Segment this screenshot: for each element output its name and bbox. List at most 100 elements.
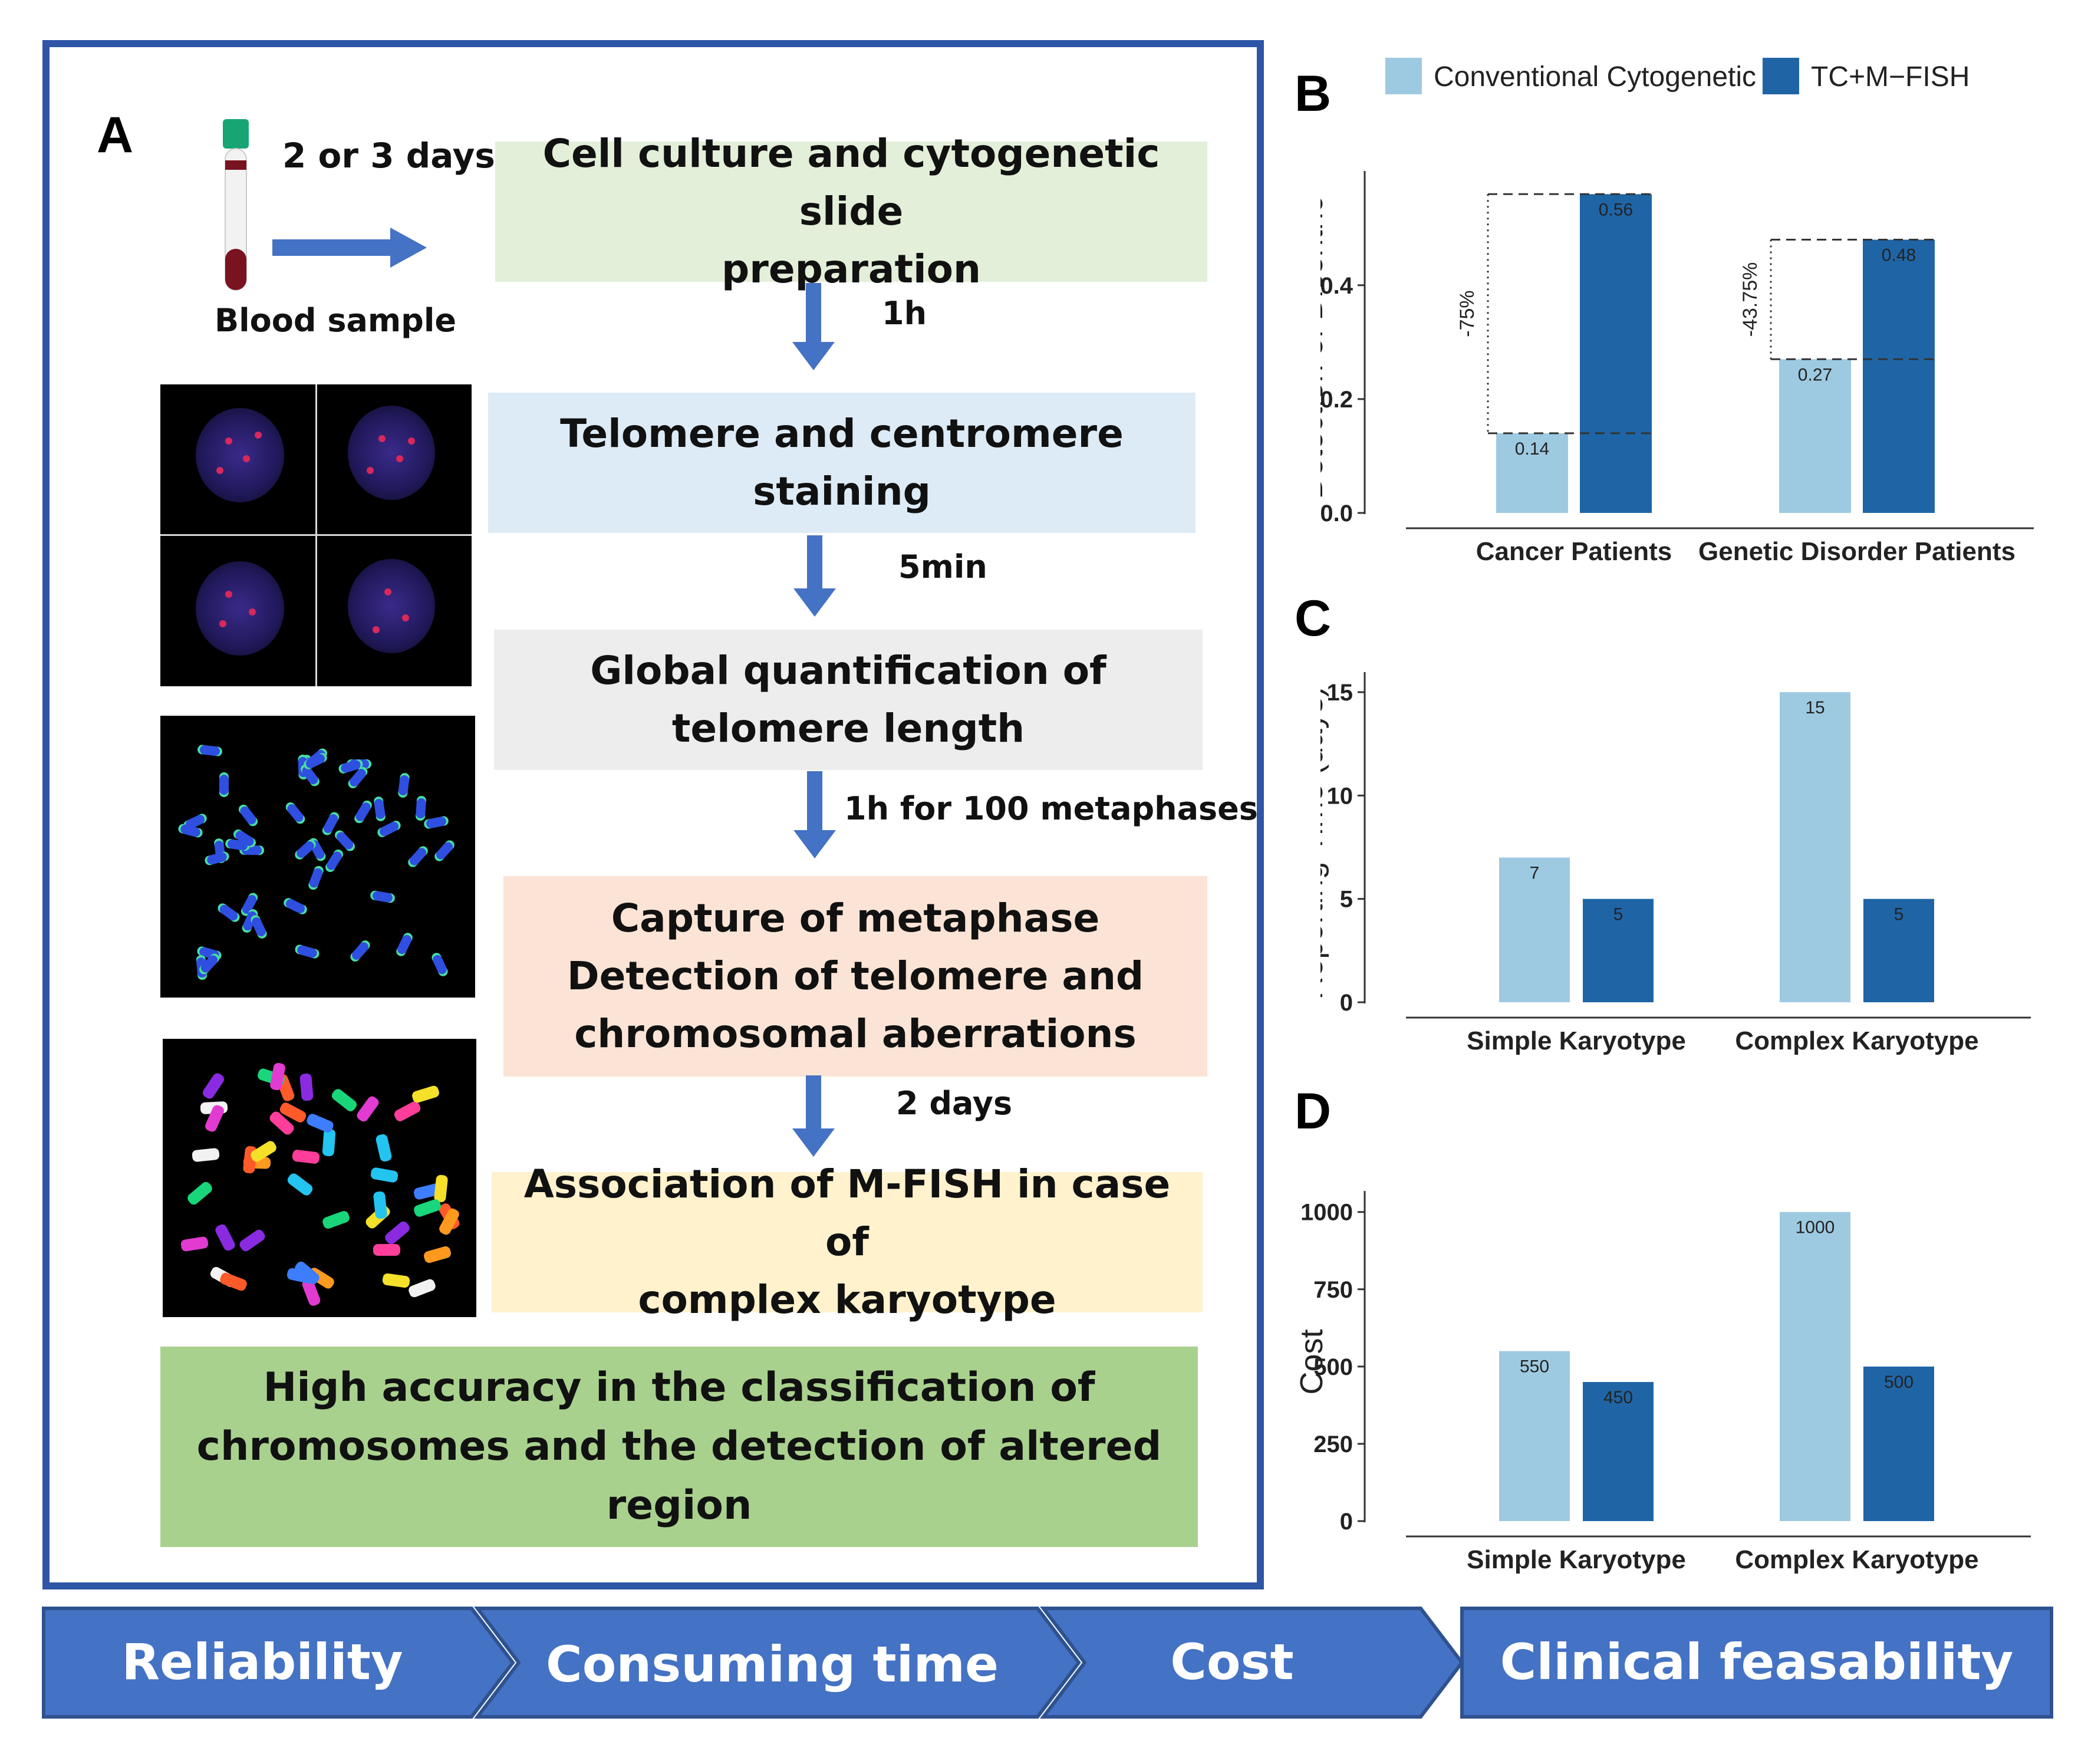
bar-tc-mfish [1583, 899, 1654, 1002]
chromosome [292, 1149, 321, 1164]
down-arrow-icon [793, 535, 836, 617]
y-tick-label: 15 [1327, 680, 1353, 706]
panel-a-frame: A 2 or 3 days Blood sample Cell culture … [42, 40, 1264, 1589]
chromosome [294, 943, 321, 960]
bottom-arrows: Reliability Consuming time Cost Clinical… [42, 1607, 2053, 1719]
chromosome [397, 772, 410, 799]
bar-value-label: 15 [1805, 698, 1824, 718]
chromosome [394, 931, 414, 958]
bar-conventional [1780, 1212, 1850, 1521]
mfish-image [163, 1039, 476, 1317]
label-clinical-feasability: Clinical feasability [1500, 1633, 2014, 1691]
chromosome [415, 795, 427, 821]
chromosome [411, 1084, 441, 1104]
bar-value-label: 0.27 [1798, 365, 1832, 384]
step-line: staining [753, 469, 931, 514]
chromosome [201, 1071, 226, 1101]
chromosome [185, 1180, 214, 1207]
transfer-time-label: 2 or 3 days [282, 136, 495, 176]
step-line: Telomere and centromere [560, 411, 1124, 456]
chromosome [433, 1174, 449, 1203]
step-line: Capture of metaphase [611, 896, 1100, 941]
step-quantification: Global quantification of telomere length [494, 630, 1203, 770]
chromosome [219, 1271, 249, 1292]
chromosome [406, 844, 430, 870]
panel-a-letter: A [97, 107, 134, 163]
arrow-consuming-time [473, 1607, 1081, 1719]
y-tick-label: 0.2 [1320, 387, 1353, 413]
bar-value-label: 1000 [1796, 1218, 1835, 1238]
chromosome [299, 1073, 314, 1102]
x-tick-label: Genetic Disorder Patients [1698, 537, 2015, 566]
step-line: Cell culture and cytogenetic slide [542, 131, 1160, 234]
conclusion-box: High accuracy in the classification of ch… [160, 1347, 1198, 1547]
legend-swatch-conventional [1385, 58, 1422, 94]
label-consuming-time: Consuming time [546, 1635, 999, 1693]
y-axis-title: Cost [1294, 1329, 1329, 1394]
chromosome [282, 896, 309, 916]
bar-value-label: 450 [1603, 1388, 1633, 1407]
chromosome [330, 1087, 358, 1114]
bar-value-label: 0.56 [1599, 200, 1633, 219]
chromosome [348, 938, 372, 963]
y-tick-label: 0 [1340, 1509, 1353, 1535]
bar-tc-mfish [1863, 899, 1934, 1002]
legend-label-conventional: Conventional Cytogenetic [1434, 61, 1756, 93]
step-line: Association of M-FISH in case of [523, 1161, 1171, 1265]
chromosome [203, 851, 230, 867]
y-tick-label: 0.4 [1320, 273, 1353, 299]
bar-value-label: 550 [1520, 1357, 1549, 1377]
reduction-annotation: -43.75% [1739, 262, 1761, 337]
legend: Conventional Cytogenetic TC+M−FISH [1385, 58, 1970, 94]
legend-swatch-tc-mfish [1763, 58, 1799, 94]
reduction-annotation: -75% [1456, 290, 1478, 337]
chromosome [423, 815, 450, 830]
interphase-nuclei-image [160, 384, 472, 686]
bar-value-label: 0.48 [1882, 246, 1916, 265]
chromosome [307, 864, 325, 891]
metaphase-image [160, 716, 475, 998]
bar-value-label: 5 [1613, 905, 1623, 924]
chromosome [323, 847, 345, 874]
chromosome [237, 802, 260, 828]
bar-value-label: 500 [1884, 1373, 1914, 1392]
y-axis-title: Detection of Dicentric [1320, 196, 1329, 499]
y-tick-label: 500 [1313, 1354, 1353, 1380]
duration-label: 5min [898, 548, 987, 585]
legend-label-tc-mfish: TC+M−FISH [1811, 61, 1970, 93]
y-tick-label: 1000 [1300, 1200, 1353, 1226]
down-arrow-icon [792, 1075, 835, 1157]
panel-b-letter: B [1295, 65, 1332, 122]
conclusion-line: High accuracy in the classification of [263, 1364, 1095, 1411]
bar-tc-mfish [1863, 239, 1935, 513]
step-line: Detection of telomere and [567, 953, 1144, 999]
step-line: chromosomal aberrations [574, 1011, 1137, 1057]
y-tick-label: 10 [1327, 783, 1353, 809]
duration-label: 2 days [896, 1085, 1013, 1122]
chromosome [383, 1219, 411, 1246]
chromosome [284, 800, 307, 826]
x-tick-label: Cancer Patients [1476, 537, 1672, 566]
step-line: telomere length [671, 706, 1025, 751]
chromosome [369, 890, 396, 904]
y-axis-title: Reporting Time (days) [1320, 686, 1329, 999]
x-tick-label: Complex Karyotype [1735, 1545, 1978, 1574]
x-tick-label: Complex Karyotype [1735, 1026, 1978, 1055]
chromosome [305, 1112, 335, 1134]
bar-value-label: 7 [1530, 864, 1540, 883]
y-tick-label: 750 [1313, 1277, 1353, 1303]
conclusion-line: region [606, 1482, 752, 1529]
down-arrow-icon [793, 771, 836, 858]
bar-conventional [1499, 1351, 1570, 1521]
right-arrow-icon [272, 228, 427, 268]
chromosome [382, 1272, 411, 1288]
step-cell-culture: Cell culture and cytogenetic slide prepar… [495, 131, 1207, 292]
chromosome [375, 1133, 393, 1163]
chromosome [191, 1147, 220, 1163]
chromosome [355, 1094, 381, 1124]
panel-c-letter: C [1295, 590, 1332, 647]
blood-sample-label: Blood sample [215, 302, 456, 339]
chromosome [376, 819, 403, 839]
chromosome [423, 1245, 453, 1264]
